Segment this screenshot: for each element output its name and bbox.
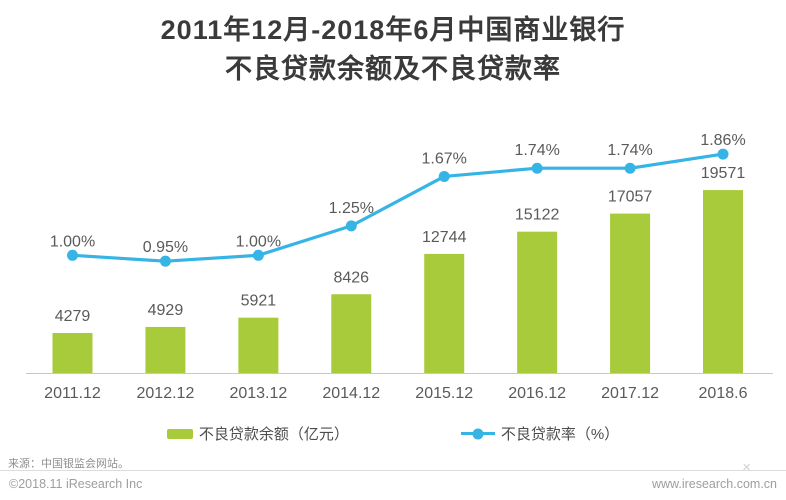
legend: 不良贷款余额（亿元） 不良贷款率（%） bbox=[0, 423, 786, 444]
line-point bbox=[67, 249, 78, 261]
x-axis-label: 2018.6 bbox=[699, 385, 748, 402]
bar-value-label: 17057 bbox=[608, 189, 653, 206]
source-note: 来源：中国银监会网站。 bbox=[8, 458, 129, 470]
legend-line-label: 不良贷款率（%） bbox=[500, 426, 620, 443]
bar bbox=[52, 333, 93, 373]
legend-bar-label: 不良贷款余额（亿元） bbox=[198, 426, 349, 443]
legend-item-line-series: 不良贷款率（%） bbox=[460, 423, 620, 444]
bar-value-label: 4279 bbox=[55, 308, 91, 325]
bar bbox=[703, 190, 744, 373]
x-axis-label: 2017.12 bbox=[601, 385, 659, 402]
line-point-label: 1.00% bbox=[50, 233, 95, 250]
bar bbox=[331, 294, 372, 373]
line-point bbox=[252, 249, 264, 261]
bar bbox=[424, 253, 465, 373]
chart-title-line2: 不良贷款余额及不良贷款率 bbox=[225, 54, 561, 84]
line-point-label: 1.74% bbox=[514, 142, 559, 159]
line-point bbox=[624, 162, 636, 174]
line-point-label: 1.67% bbox=[422, 150, 467, 167]
line-point bbox=[531, 162, 543, 174]
chart-title-line1: 2011年12月-2018年6月中国商业银行 bbox=[160, 15, 626, 45]
bar-series-swatch-icon bbox=[166, 428, 193, 439]
x-axis-label: 2015.12 bbox=[415, 385, 473, 402]
x-axis-label: 2013.12 bbox=[229, 385, 287, 402]
line-point-label: 1.74% bbox=[607, 142, 652, 159]
footer-divider bbox=[0, 470, 786, 471]
line-point bbox=[438, 170, 450, 182]
bar-value-label: 8426 bbox=[333, 269, 369, 286]
bar-value-label: 5921 bbox=[241, 293, 277, 310]
bar-value-label: 15122 bbox=[515, 207, 560, 224]
footer-bar: ©2018.11 iResearch Inc www.iresearch.com… bbox=[0, 477, 786, 491]
chart-title: 2011年12月-2018年6月中国商业银行 不良贷款余额及不良贷款率 bbox=[0, 11, 786, 89]
x-axis-label: 2011.12 bbox=[44, 385, 101, 402]
bar-value-label: 12744 bbox=[422, 229, 467, 246]
x-axis-label: 2016.12 bbox=[508, 385, 566, 402]
bar bbox=[517, 231, 558, 373]
copyright-text: ©2018.11 iResearch Inc bbox=[9, 477, 143, 491]
line-point-label: 1.00% bbox=[236, 233, 281, 250]
line-dot-icon bbox=[472, 428, 484, 439]
line-point bbox=[717, 148, 729, 160]
line-point-label: 0.95% bbox=[143, 239, 188, 256]
x-axis-label: 2014.12 bbox=[322, 385, 380, 402]
bar bbox=[610, 213, 651, 373]
line-point-label: 1.25% bbox=[329, 200, 374, 217]
bar bbox=[238, 317, 279, 373]
divider-x-mark: ✕ bbox=[742, 462, 752, 474]
line-point-label: 1.86% bbox=[700, 132, 745, 149]
line-point bbox=[345, 220, 357, 232]
bar-value-label: 4929 bbox=[148, 302, 184, 319]
bar bbox=[145, 326, 186, 373]
line-point bbox=[159, 255, 171, 267]
x-axis-label: 2012.12 bbox=[137, 385, 195, 402]
line-series-swatch-icon bbox=[460, 428, 495, 439]
trend-line bbox=[70, 152, 725, 263]
legend-item-bar-series: 不良贷款余额（亿元） bbox=[166, 423, 349, 444]
bar-value-label: 19571 bbox=[701, 165, 746, 182]
website-text: www.iresearch.com.cn bbox=[651, 477, 777, 491]
